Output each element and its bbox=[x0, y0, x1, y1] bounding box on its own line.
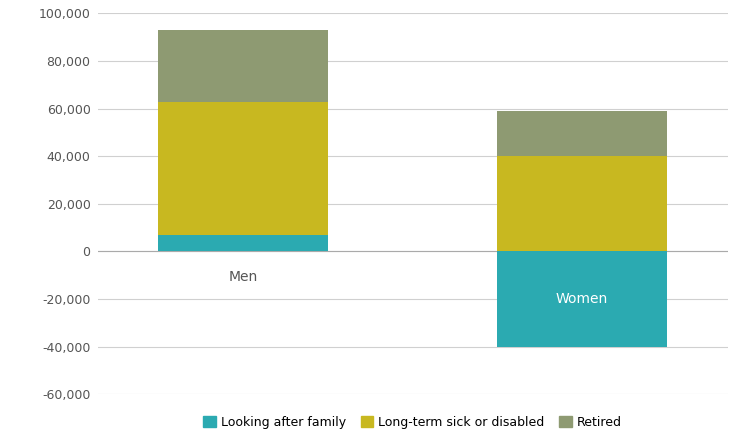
Bar bbox=[158, 235, 328, 251]
Bar bbox=[158, 102, 328, 235]
Bar bbox=[497, 251, 667, 347]
Text: Men: Men bbox=[228, 271, 257, 284]
Bar bbox=[497, 156, 667, 251]
Bar bbox=[497, 111, 667, 156]
Text: Women: Women bbox=[556, 292, 608, 306]
Bar bbox=[158, 30, 328, 102]
Legend: Looking after family, Long-term sick or disabled, Retired: Looking after family, Long-term sick or … bbox=[198, 411, 627, 434]
